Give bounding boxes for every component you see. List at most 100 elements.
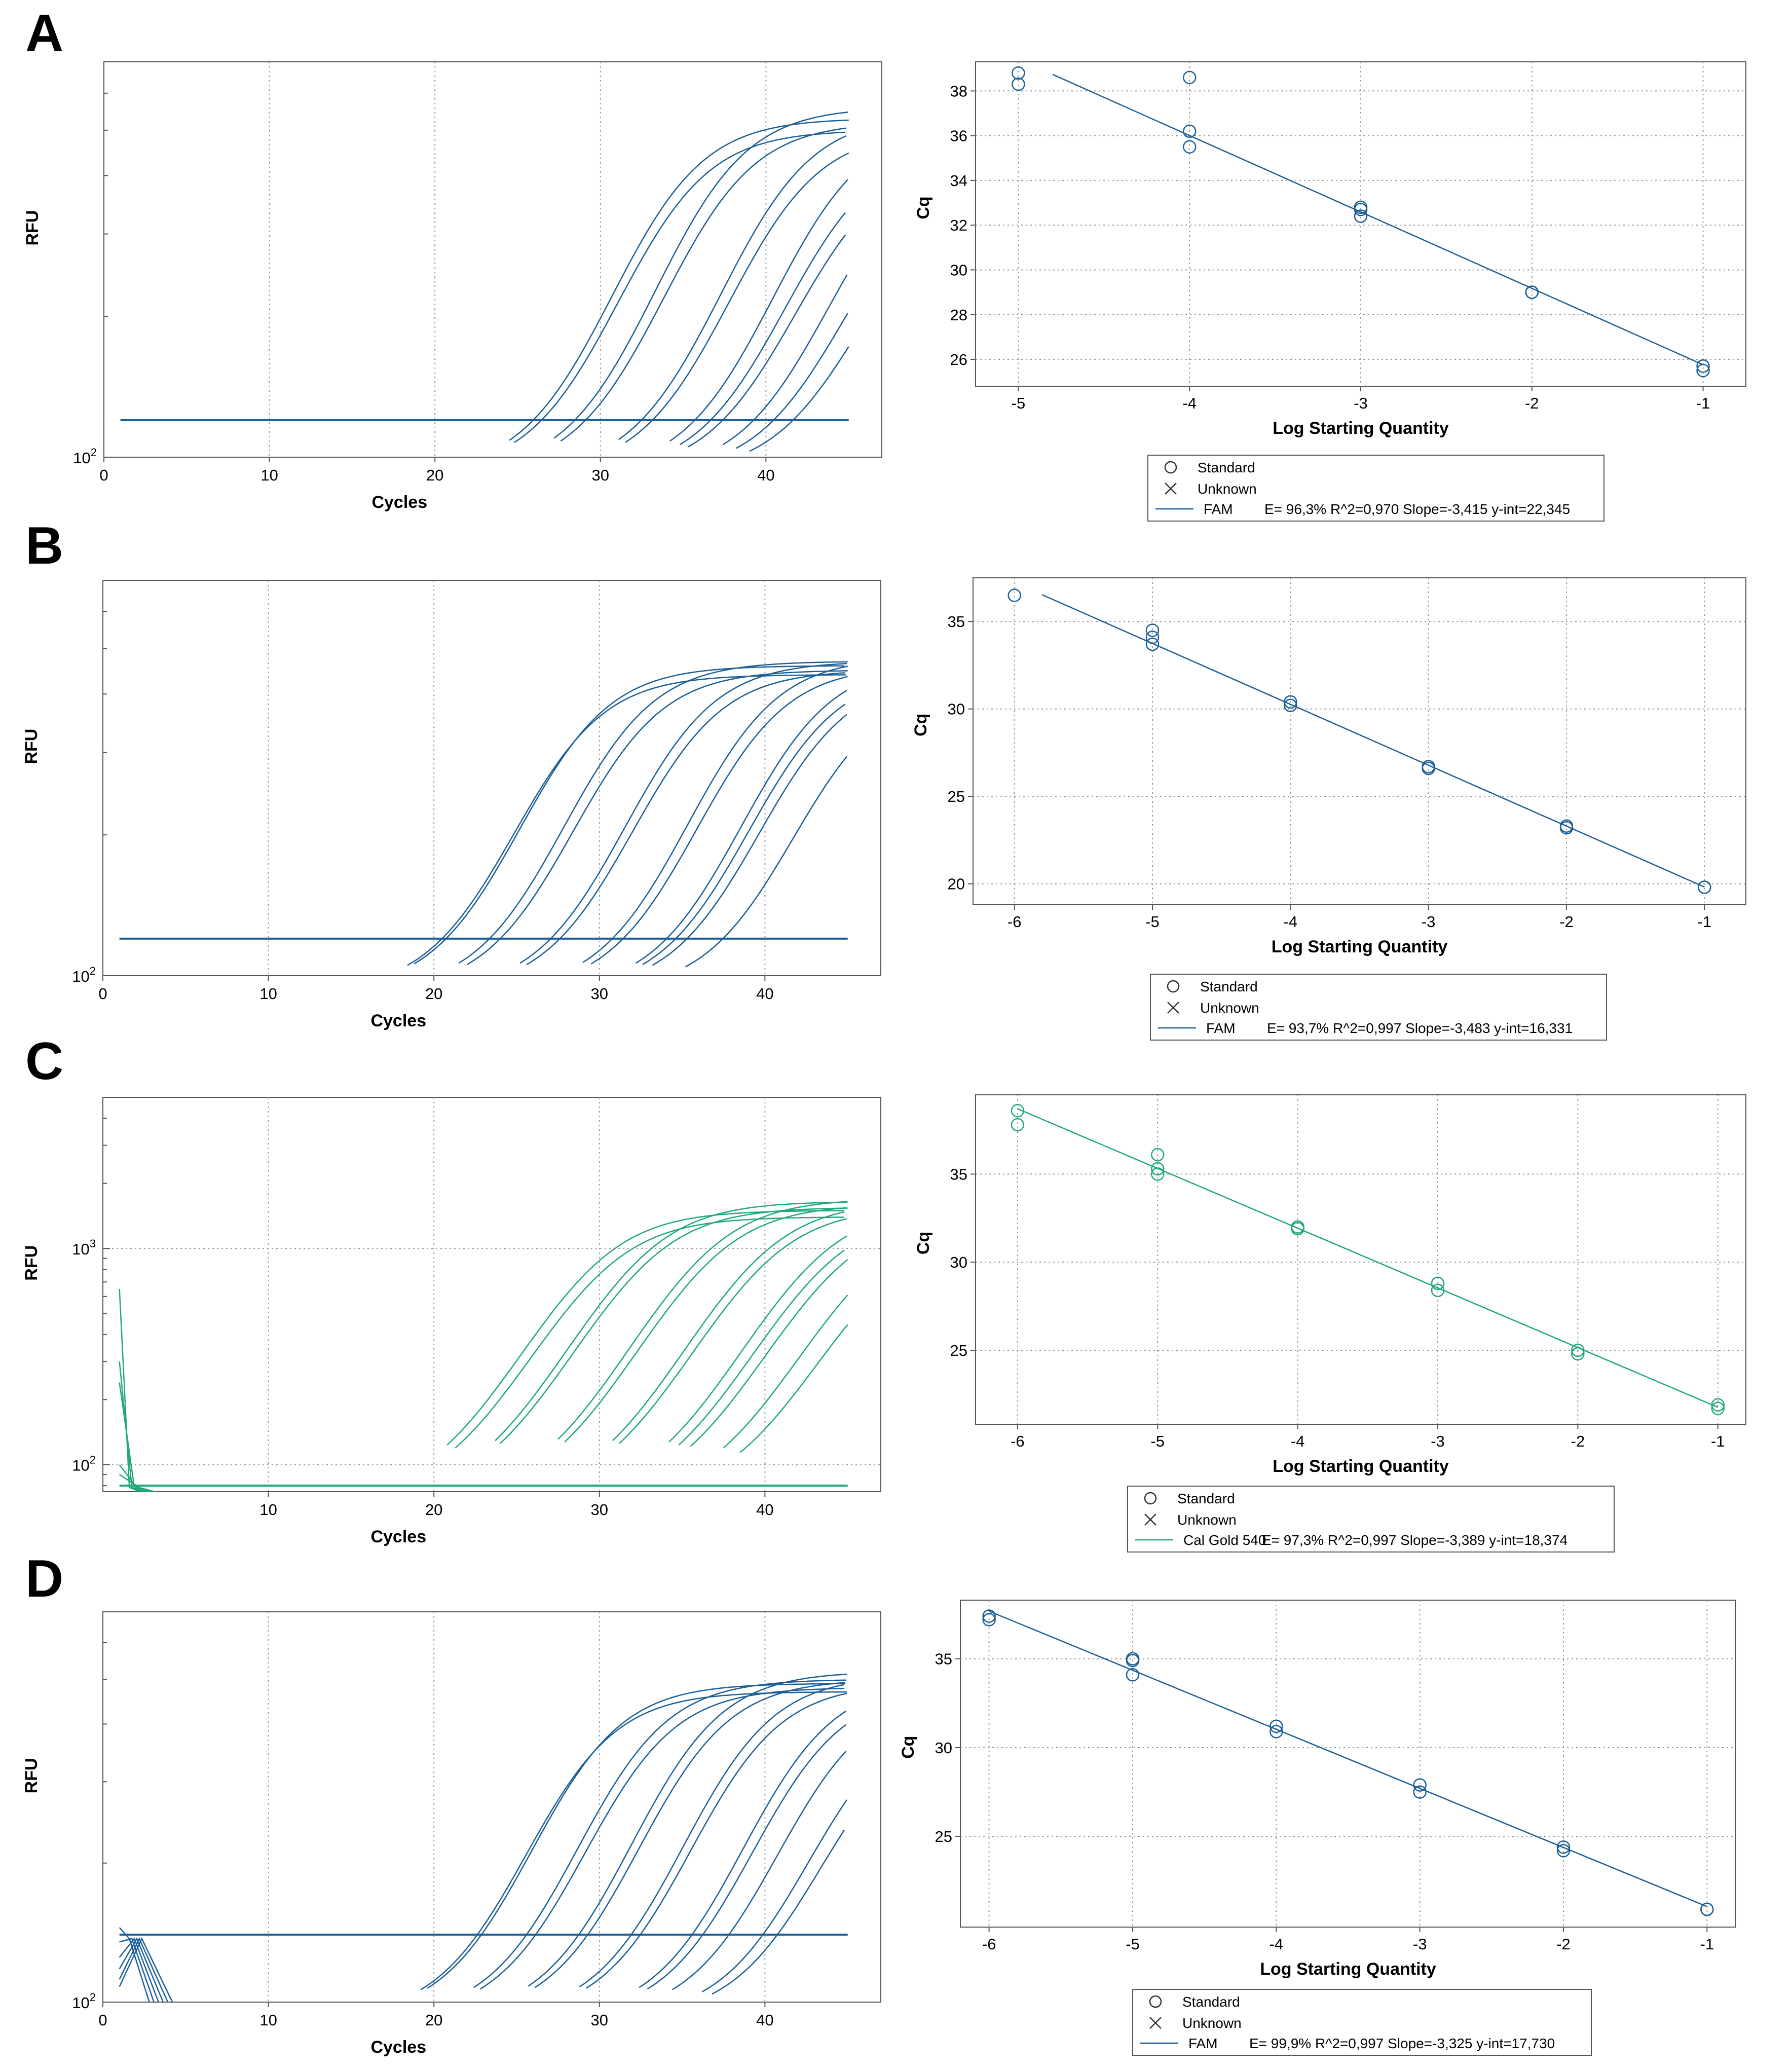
y-tick-label: 26 [950, 351, 967, 368]
amplification-curve [495, 1201, 847, 1442]
y-tick-label: 38 [950, 82, 967, 100]
amplification-curve [701, 1799, 848, 1992]
x-axis-label: Log Starting Quantity [1260, 1960, 1436, 1979]
amplification-curve [678, 1249, 845, 1446]
standard-point [1151, 1162, 1165, 1176]
x-tick-label: 30 [591, 985, 608, 1003]
amplification-curve [582, 666, 848, 963]
legend-unknown-marker [1165, 483, 1177, 495]
amplification-curve [668, 1235, 847, 1443]
amplification-curve [652, 714, 847, 966]
standard-point [1270, 1725, 1283, 1739]
legend-0: Standard Unknown FAM E= 96,3% R^2=0,970 Slo… [1147, 455, 1604, 522]
standard-point [1696, 359, 1710, 373]
amplification-chart-2: 10 20 30 40 103 102 Cycles RFU [22, 1097, 881, 1546]
amplification-curve [557, 1201, 848, 1440]
standard-point [1700, 1902, 1714, 1916]
amplification-curve [642, 704, 846, 966]
standard-point [1284, 695, 1297, 709]
x-tick-label: -2 [1556, 1935, 1571, 1953]
standard-point [1012, 66, 1025, 80]
y-axis-label: Cq [899, 1736, 918, 1759]
x-tick-label: 40 [756, 985, 773, 1003]
plot-frame [103, 61, 882, 458]
standard-point [1011, 1104, 1025, 1118]
amplification-curve [466, 670, 848, 966]
legend-unknown-label: Unknown [1182, 2015, 1242, 2031]
x-tick-label: 40 [756, 1501, 773, 1519]
legend-series-name: FAM [1206, 1020, 1236, 1036]
standard-point [1354, 203, 1368, 216]
amplification-curve [528, 1673, 847, 1987]
panel-letter-c: C [25, 1032, 64, 1091]
plot-frame [975, 1094, 1746, 1425]
amplification-curve [564, 1207, 846, 1443]
y-tick-label: 30 [935, 1739, 952, 1757]
standard-point [1413, 1785, 1427, 1799]
amplification-curve [688, 234, 846, 448]
standard-point [1559, 821, 1574, 835]
x-tick-label: 30 [591, 2011, 608, 2029]
amplification-curve [671, 1750, 847, 1990]
plot-frame [973, 577, 1746, 905]
amplification-curve [625, 152, 849, 443]
amplification-curve [685, 756, 847, 968]
x-tick-label: -5 [1150, 1432, 1165, 1450]
legend-1: Standard Unknown FAM E= 93,7% R^2=0,997 Slo… [1150, 974, 1607, 1041]
standard-curve-chart-1: -6 -5 -4 -3 -2 -1 20 25 30 35 Log Starting Quantit… [911, 577, 1746, 956]
standard-point [1012, 77, 1025, 91]
standard-point [1696, 363, 1710, 378]
amplification-curve [458, 661, 848, 964]
amplification-curve [639, 1710, 847, 1988]
legend-series-name: Cal Gold 540 [1183, 1532, 1266, 1548]
legend-frame [1147, 455, 1604, 522]
legend-frame [1127, 1486, 1615, 1553]
standard-point [1151, 1148, 1165, 1162]
y-tick-label: 102 [72, 1991, 96, 2012]
legend-unknown-marker [1144, 1513, 1156, 1526]
standard-curve-chart-2: -6 -5 -4 -3 -2 -1 25 30 35 Log Starting Quantity C… [914, 1094, 1746, 1476]
standard-point [1126, 1653, 1140, 1668]
standard-point [1354, 209, 1368, 223]
baseline-spike [119, 1464, 154, 1492]
amplification-chart-1: 0 10 20 30 40 102 Cycles RFU [22, 580, 881, 1030]
y-tick-label: 25 [950, 1342, 967, 1359]
x-tick-label: 20 [425, 1501, 442, 1519]
x-axis-label: Log Starting Quantity [1273, 419, 1449, 438]
x-tick-label: -6 [1007, 913, 1022, 931]
amplification-curve [679, 212, 846, 446]
regression-line [989, 1610, 1707, 1907]
amplification-curve [619, 1218, 847, 1444]
x-tick-label: -1 [1696, 394, 1710, 412]
x-tick-label: -3 [1354, 394, 1368, 412]
legend-frame [1132, 1989, 1592, 2056]
y-axis-label: Cq [914, 196, 933, 219]
x-tick-label: -3 [1413, 1935, 1427, 1953]
amplification-curve [455, 1216, 845, 1449]
legend-fit-stats: E= 93,7% R^2=0,997 Slope=-3,483 y-int=16… [1267, 1020, 1573, 1036]
x-tick-label: 10 [259, 1501, 277, 1519]
amplification-curves [119, 1201, 848, 1492]
x-tick-label: -4 [1270, 1935, 1284, 1953]
y-tick-label: 25 [935, 1828, 952, 1845]
standard-point [1145, 637, 1160, 651]
amplification-chart-0: 0 10 20 30 40 102 Cycles RFU [23, 61, 882, 512]
plot-frame [102, 1611, 881, 2003]
baseline-spike [119, 1937, 164, 2002]
x-tick-label: -3 [1431, 1432, 1445, 1450]
x-tick-label: 0 [98, 2011, 107, 2029]
y-tick-label: 103 [72, 1237, 96, 1258]
amplification-curve [690, 1259, 848, 1447]
x-axis-label: Cycles [370, 2038, 426, 2057]
standard-point [1007, 588, 1021, 602]
standard-point [1556, 1844, 1571, 1858]
amplification-curve [586, 1692, 847, 1989]
x-tick-label: -2 [1571, 1432, 1585, 1450]
x-tick-label: 30 [592, 466, 609, 484]
y-tick-label: 28 [950, 306, 967, 324]
y-tick-label: 32 [950, 216, 967, 234]
standard-point [982, 1613, 996, 1627]
legend-fit-stats: E= 96,3% R^2=0,970 Slope=-3,415 y-int=22… [1264, 501, 1570, 517]
legend-standard-marker [1167, 980, 1180, 993]
